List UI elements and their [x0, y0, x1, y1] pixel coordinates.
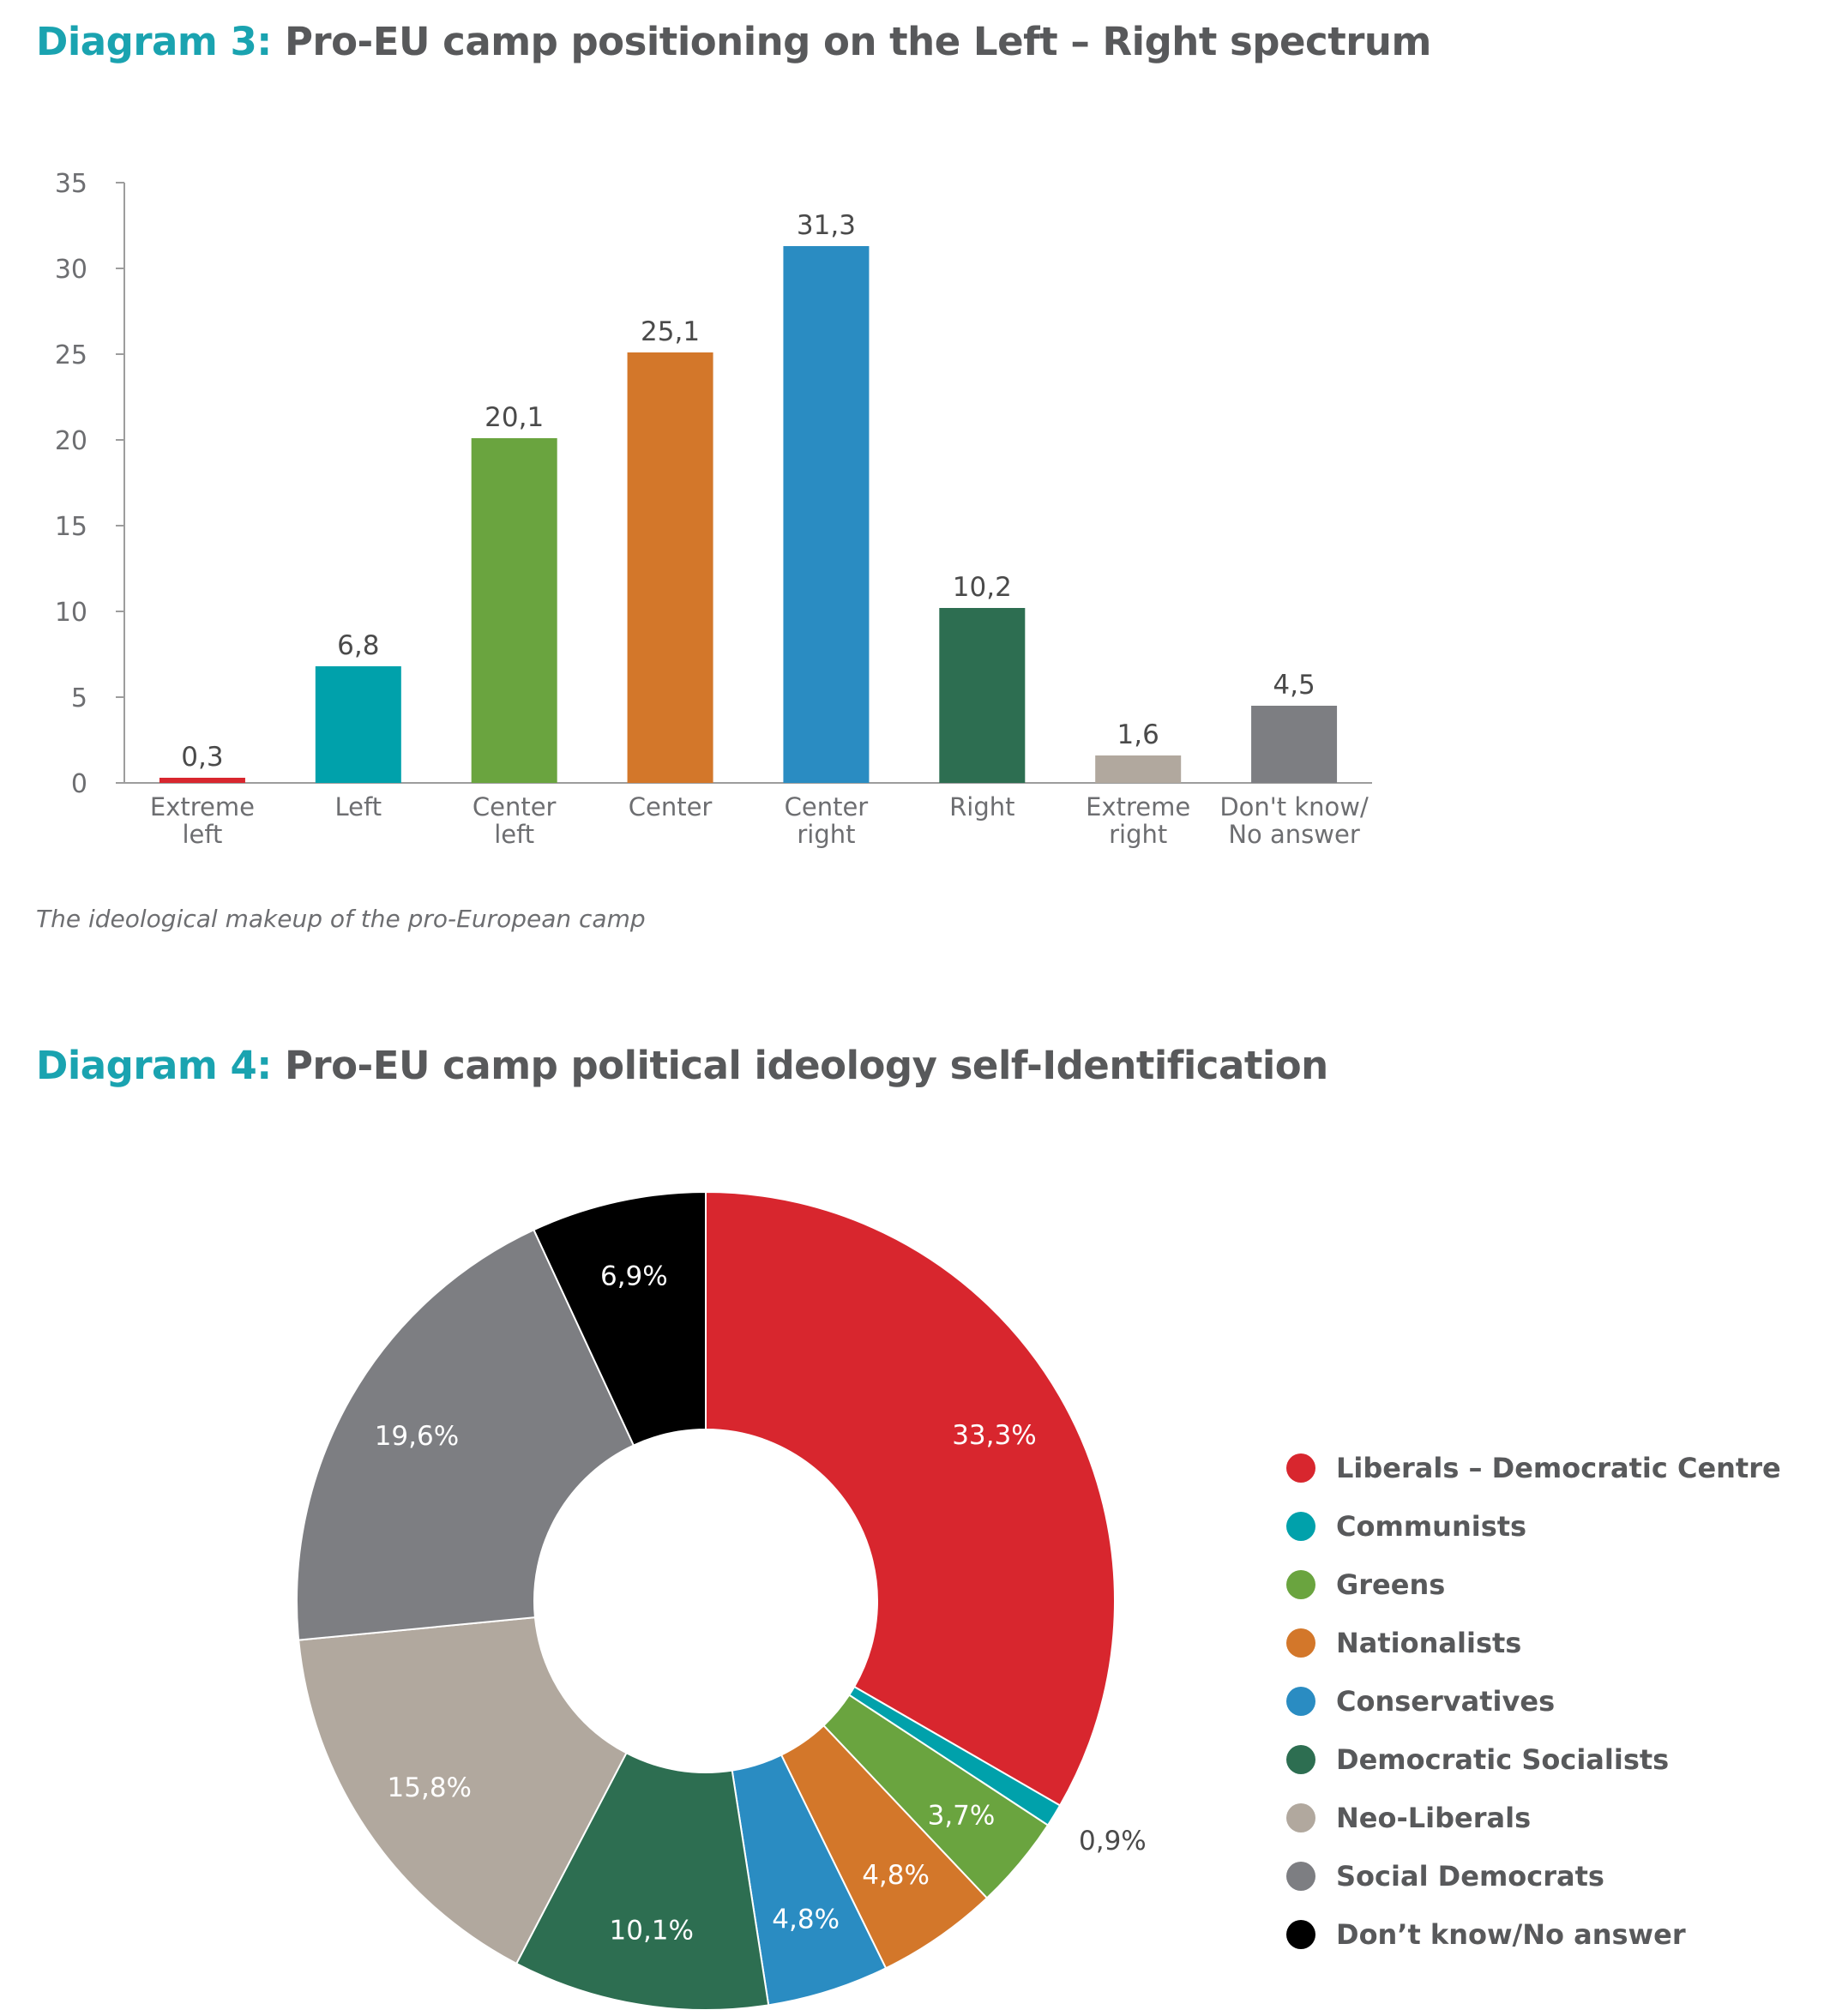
- x-tick-label: Extreme right: [1086, 792, 1190, 849]
- x-tick-label: Left: [335, 792, 382, 821]
- y-tick-label: 0: [71, 769, 87, 799]
- bar-center: [627, 352, 713, 783]
- x-tick-label: Right: [949, 792, 1014, 821]
- legend-item-democratic-socialists: Democratic Socialists: [1286, 1730, 1781, 1789]
- slice-value-label: 4,8%: [862, 1860, 930, 1891]
- legend-swatch: [1286, 1512, 1315, 1541]
- legend-swatch: [1286, 1803, 1315, 1832]
- x-tick-label: Center right: [785, 792, 869, 849]
- legend-swatch: [1286, 1628, 1315, 1658]
- legend-label: Social Democrats: [1336, 1860, 1604, 1893]
- x-tick-label: Center left: [473, 792, 557, 849]
- x-tick-label: Center: [629, 792, 713, 821]
- slice-value-label: 10,1%: [610, 1915, 694, 1946]
- bar-chart: 0 5 10 15 20 25 30 35 0,3 Extreme left 6,8 Left 20,1 C…: [55, 169, 1372, 849]
- donut-chart-legend: Liberals – Democratic Centre Communists Gr…: [1286, 1439, 1781, 1964]
- x-tick-label: Extreme left: [150, 792, 255, 849]
- slice-value-label: 19,6%: [375, 1421, 459, 1452]
- bar-center-right: [783, 246, 870, 783]
- legend-swatch: [1286, 1570, 1315, 1599]
- x-tick-label: Don't know/No answer: [1219, 792, 1369, 849]
- legend-label: Democratic Socialists: [1336, 1743, 1670, 1776]
- legend-item-social-democrats: Social Democrats: [1286, 1847, 1781, 1905]
- y-tick-label: 5: [71, 683, 87, 713]
- legend-label: Liberals – Democratic Centre: [1336, 1452, 1781, 1484]
- y-tick-label: 15: [55, 512, 87, 542]
- legend-item-liberals-democratic-centre: Liberals – Democratic Centre: [1286, 1439, 1781, 1497]
- slice-don-t-know-no-answer: [533, 1190, 707, 1447]
- legend-label: Neo-Liberals: [1336, 1802, 1532, 1834]
- diagram-4-number: Diagram 4:: [36, 1043, 272, 1088]
- legend-swatch: [1286, 1920, 1315, 1949]
- legend-swatch: [1286, 1453, 1315, 1483]
- legend-item-don-t-know-no-answer: Don’t know/No answer: [1286, 1905, 1781, 1964]
- bar-value-label: 10,2: [953, 572, 1012, 603]
- diagram-3-title-text: Pro-EU camp positioning on the Left – Ri…: [284, 19, 1431, 64]
- bar-value-label: 1,6: [1117, 719, 1159, 750]
- slice-democratic-socialists: [515, 1751, 770, 2011]
- legend-swatch: [1286, 1862, 1315, 1891]
- bar-don-t-know-no-answer: [1251, 706, 1338, 783]
- bar-extreme-left: [159, 778, 245, 783]
- bar-value-label: 6,8: [337, 630, 379, 661]
- legend-item-communists: Communists: [1286, 1497, 1781, 1556]
- donut-chart: 33,3% 0,9% 3,7% 4,8% 4,8% 10,1% 15,8% 19,6% 6,9%: [296, 1190, 1147, 2011]
- bar-center-left: [471, 438, 557, 783]
- slice-value-label: 15,8%: [388, 1772, 472, 1803]
- bar-value-label: 4,5: [1273, 670, 1315, 701]
- slice-value-label: 3,7%: [928, 1800, 996, 1831]
- bar-right: [939, 608, 1026, 783]
- slice-value-label: 4,8%: [772, 1905, 840, 1935]
- slice-value-label: 6,9%: [600, 1261, 668, 1292]
- slice-liberals-democratic-centre: [705, 1190, 1116, 1807]
- legend-label: Nationalists: [1336, 1627, 1522, 1659]
- bar-value-label: 25,1: [641, 316, 700, 347]
- diagram-4-title-text: Pro-EU camp political ideology self-Iden…: [284, 1043, 1328, 1088]
- legend-label: Conservatives: [1336, 1685, 1556, 1718]
- y-tick-label: 20: [55, 426, 87, 456]
- legend-item-greens: Greens: [1286, 1556, 1781, 1614]
- y-tick-label: 30: [55, 255, 87, 285]
- legend-item-neo-liberals: Neo-Liberals: [1286, 1789, 1781, 1847]
- slice-social-democrats: [296, 1228, 635, 1641]
- legend-swatch: [1286, 1687, 1315, 1716]
- diagram-3-title: Diagram 3: Pro-EU camp positioning on th…: [36, 19, 1431, 64]
- bar-chart-caption: The ideological makeup of the pro-Europe…: [36, 905, 646, 933]
- bar-value-label: 31,3: [797, 210, 856, 241]
- legend-label: Greens: [1336, 1568, 1446, 1601]
- bar-value-label: 20,1: [485, 402, 544, 433]
- y-tick-label: 25: [55, 340, 87, 370]
- legend-label: Communists: [1336, 1510, 1527, 1543]
- slice-value-label: 0,9%: [1079, 1826, 1147, 1857]
- y-tick-label: 35: [55, 169, 87, 199]
- legend-label: Don’t know/No answer: [1336, 1918, 1686, 1951]
- y-tick-label: 10: [55, 598, 87, 628]
- slice-value-label: 33,3%: [952, 1420, 1036, 1451]
- diagram-3-number: Diagram 3:: [36, 19, 272, 64]
- legend-item-nationalists: Nationalists: [1286, 1614, 1781, 1672]
- bar-left: [315, 666, 401, 783]
- slice-neo-liberals: [298, 1616, 628, 1965]
- legend-item-conservatives: Conservatives: [1286, 1672, 1781, 1730]
- bar-extreme-right: [1095, 755, 1182, 783]
- bar-value-label: 0,3: [181, 742, 223, 773]
- diagram-4-title: Diagram 4: Pro-EU camp political ideolog…: [36, 1043, 1328, 1088]
- legend-swatch: [1286, 1745, 1315, 1774]
